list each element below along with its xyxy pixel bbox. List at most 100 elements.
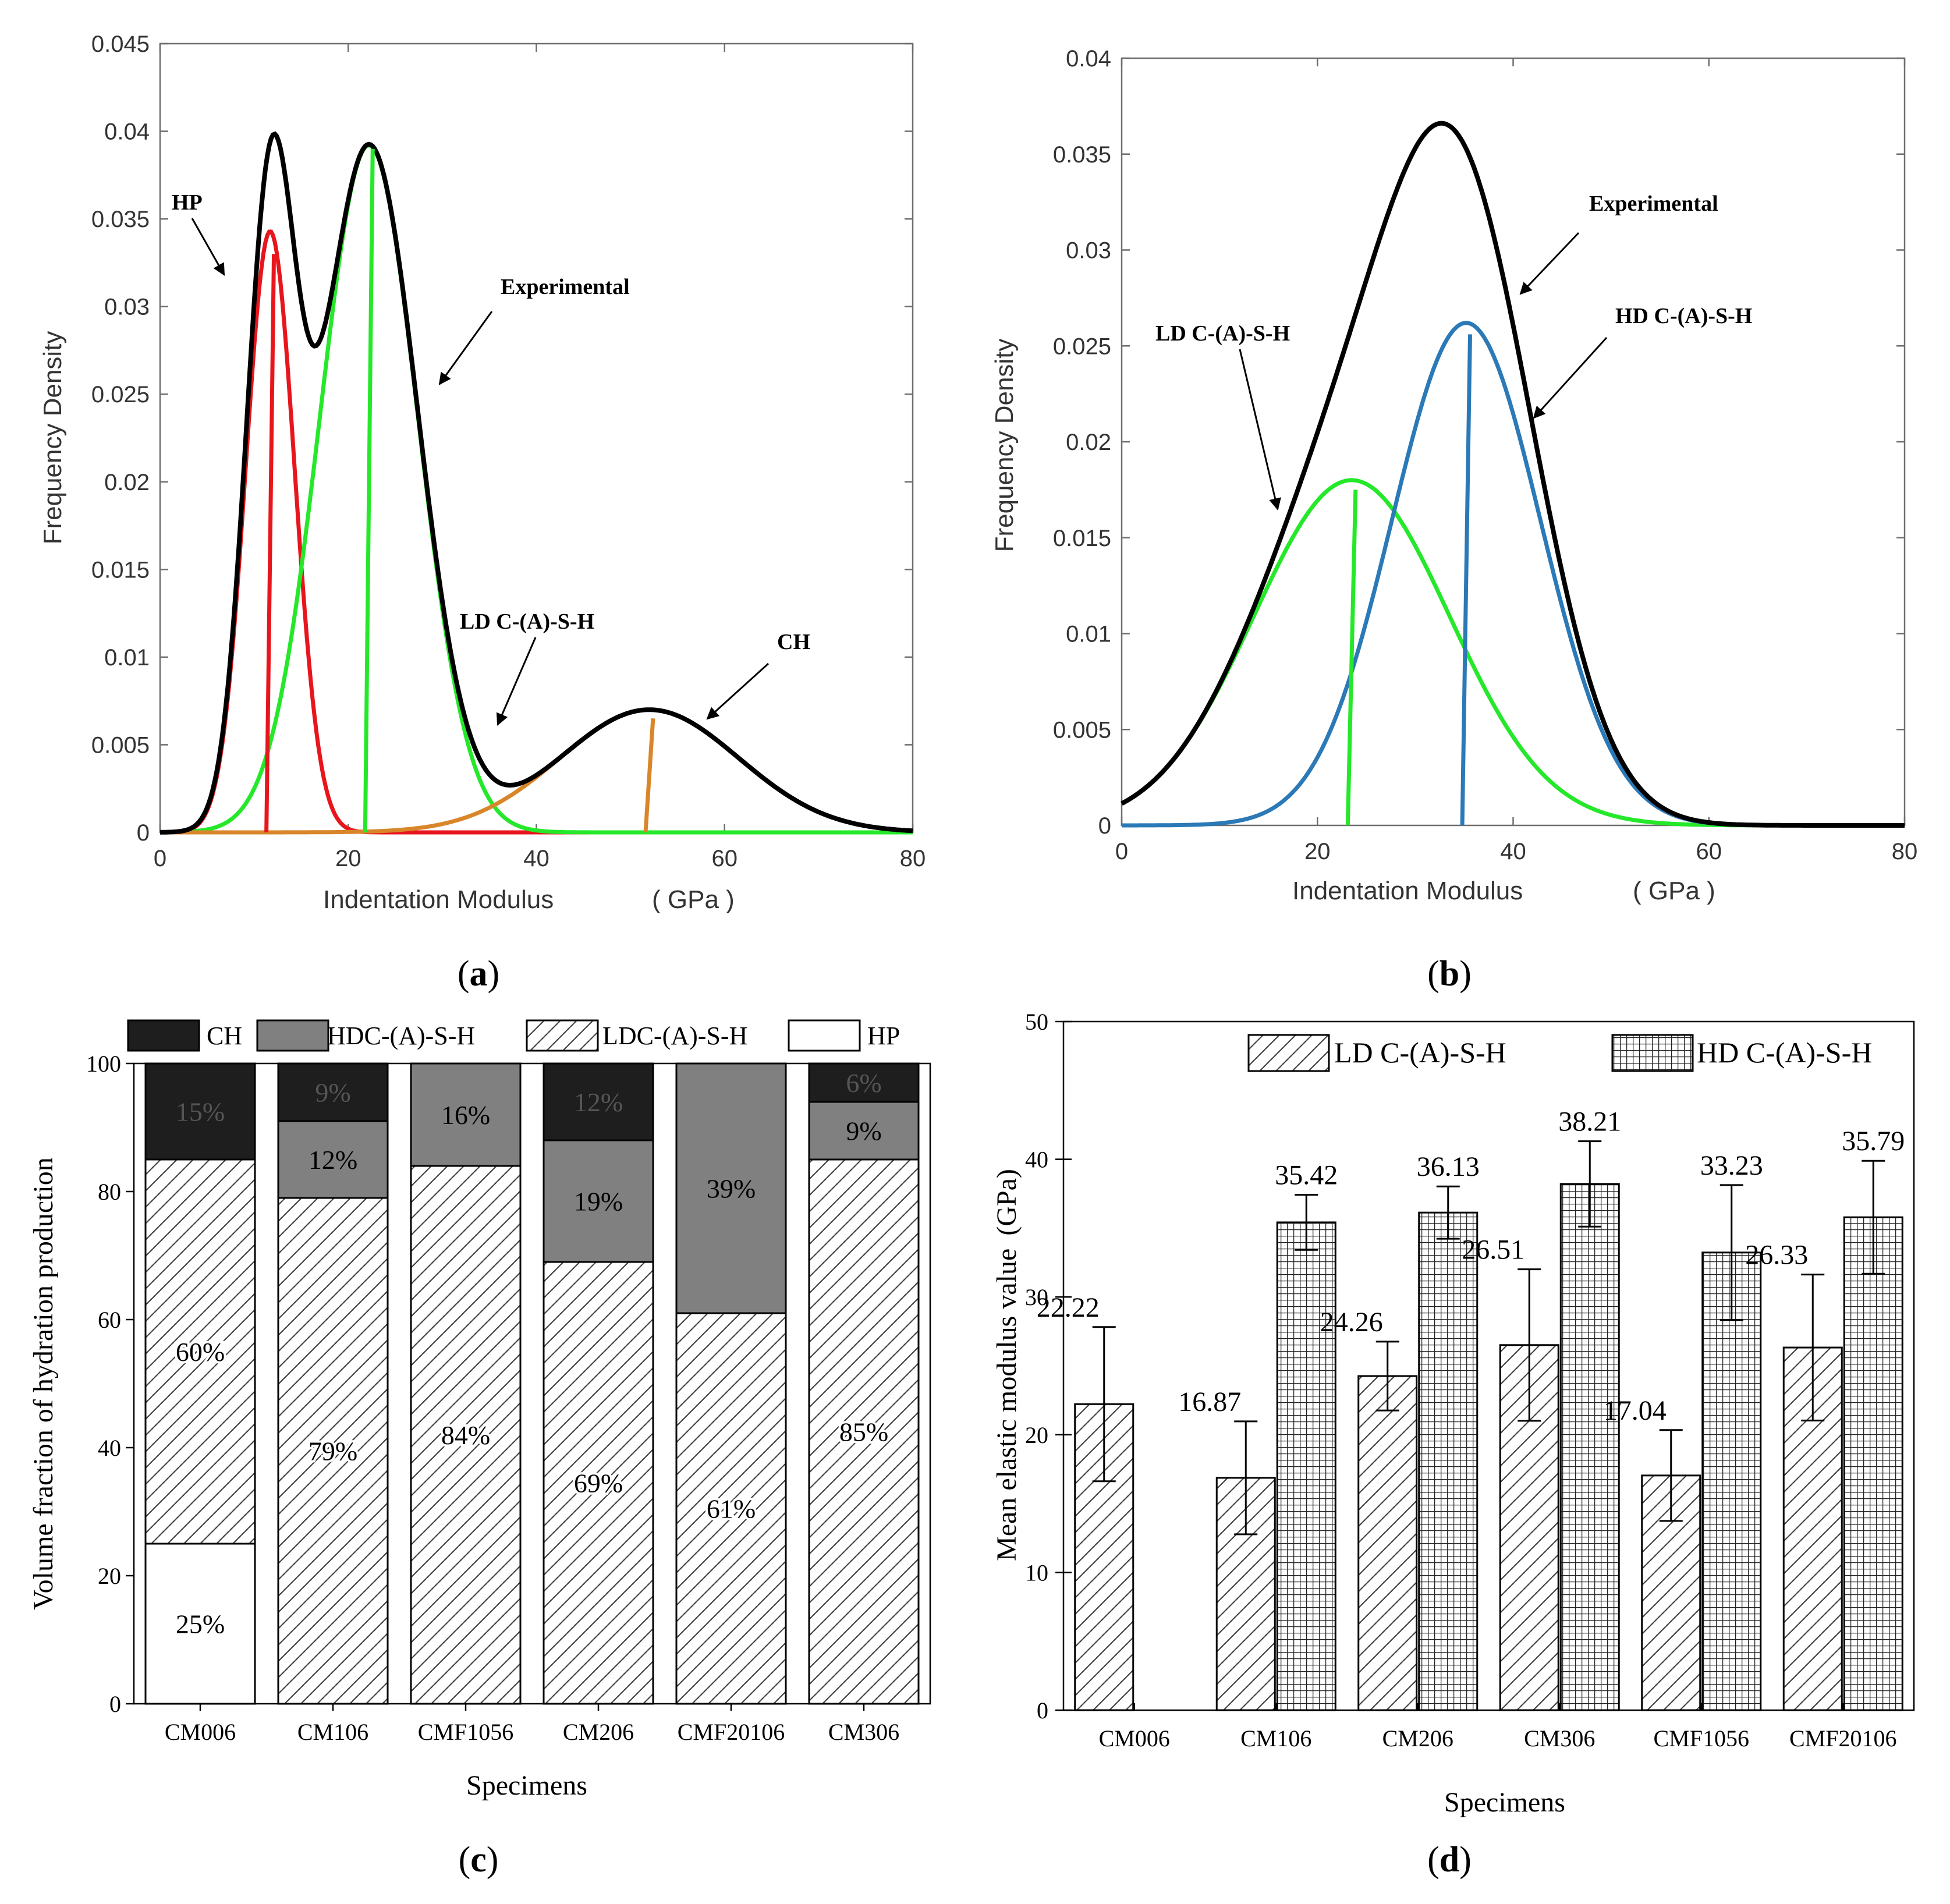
panel-b-caption: (b) [1427,954,1472,994]
y-tick-label: 0.025 [1053,334,1111,359]
annotation-ch-label: CH [777,630,810,654]
annotation-ld-label: LD C-(A)-S-H [460,609,594,634]
x-tick-label: CMF1056 [418,1719,514,1745]
annotation-b-hd-arrow [1533,336,1608,419]
y-tick-label: 80 [98,1179,121,1205]
panel-b-plot-frame [1121,57,1906,827]
bar-segment [808,1062,920,1103]
panel-c-x-axis-label: Specimens [466,1770,587,1801]
y-tick-label: 0 [1098,813,1111,839]
bar-value-label: 84% [441,1420,490,1450]
bar-value-label: 15% [176,1097,225,1127]
y-tick-label: 10 [1025,1559,1048,1586]
bar-value-label: 60% [176,1337,225,1367]
annotation-b-ld-arrow [1239,349,1281,511]
legend-swatch [1247,1034,1330,1072]
bar-segment [675,1312,787,1705]
bar-value-label: 36.13 [1417,1151,1480,1182]
y-tick-label: 0.04 [1066,46,1111,72]
legend-label: HP [867,1022,900,1050]
bar-segment [277,1197,389,1705]
peak-marker-ld [1345,490,1358,826]
x-tick-label: CMF20106 [678,1719,785,1745]
bar-segment [675,1062,787,1314]
x-tick-label: 80 [1892,839,1918,864]
y-tick-label: 40 [98,1435,121,1461]
peak-marker-hp [264,254,276,833]
panel-d-x-axis-label: Specimens [1444,1787,1565,1818]
y-tick-label: 0.045 [91,31,150,57]
y-tick-label: 0.025 [91,382,150,407]
bar-value-label: 9% [315,1078,350,1108]
legend-swatch [788,1019,861,1052]
y-tick-label: 40 [1025,1147,1048,1173]
y-tick-label: 0.035 [1053,142,1111,168]
y-tick-label: 0.015 [91,557,150,583]
peak-marker-ch [643,718,655,833]
bar [1701,1251,1762,1711]
legend-label: LDC-(A)-S-H [602,1022,747,1050]
annotation-experimental-label: Experimental [501,275,630,299]
y-tick-label: 30 [1025,1284,1048,1310]
panel-a-line-chart: 0 0.005 0.01 0.015 0.02 0.025 0.03 0.035 0.04 0.0… [38,31,926,994]
panel-b-line-chart: 0 0.005 0.01 0.015 0.02 0.025 0.03 0.035 0.04 0 20… [990,46,1917,994]
bar-value-label: 25% [176,1609,225,1639]
bar-value-label: 35.42 [1275,1160,1338,1191]
bar [1418,1211,1479,1711]
annotation-b-experimental-label: Experimental [1589,192,1718,216]
bar [1843,1216,1903,1711]
bar-value-label: 9% [846,1116,881,1146]
panel-d-legend: LD C-(A)-S-H HD C-(A)-S-H [1247,1034,1872,1072]
panel-a-caption: (a) [458,954,499,994]
panel-b-y-axis-label: Frequency Density [990,339,1019,552]
legend-swatch [526,1019,599,1052]
bar-segment [410,1062,522,1167]
bar-segment [808,1158,920,1705]
y-tick-label: 0.01 [104,645,150,671]
panel-d-caption: (d) [1427,1840,1472,1880]
panel-a-x-axis-unit: ( GPa ) [652,885,735,914]
peak-marker-hd [1460,334,1473,826]
y-tick-label: 20 [98,1563,121,1589]
y-tick-label: 0.005 [91,732,150,758]
x-tick-label: 40 [1500,839,1526,864]
panel-d-grouped-bar-chart: 0 10 20 30 40 50 CM006 CM106 CM206 CM306 CMF1056 CM… [991,1009,1915,1880]
x-tick-label: CM106 [1240,1725,1311,1751]
annotation-ld-arrow [496,637,537,726]
bar-value-label: 35.79 [1842,1126,1905,1157]
bar-value-label: 16% [441,1100,490,1130]
bar-segment [543,1261,654,1705]
y-tick-label: 0.035 [91,207,150,232]
y-tick-label: 0.01 [1066,622,1111,647]
panel-c-legend: CH HDC-(A)-S-H LDC-(A)-S-H HP [127,1019,900,1052]
bar-value-label: 26.51 [1462,1235,1524,1265]
annotation-experimental-arrow [438,311,493,385]
y-tick-label: 0 [1037,1697,1048,1724]
panel-c-plot-frame [133,1062,931,1705]
bar-segment [808,1101,920,1161]
bar-value-label: 17.04 [1604,1395,1667,1426]
bar-segment [543,1062,654,1141]
panel-b-x-axis-label: Indentation Modulus [1292,877,1523,905]
x-tick-label: 20 [1304,839,1331,864]
y-tick-label: 0.02 [1066,430,1111,455]
y-tick-label: 20 [1025,1422,1048,1448]
y-tick-label: 60 [98,1307,121,1333]
y-tick-label: 0.015 [1053,526,1111,551]
y-tick-label: 100 [86,1051,121,1077]
x-tick-label: CMF1056 [1654,1725,1750,1751]
x-tick-label: 60 [712,846,738,871]
annotation-hp-arrow [191,218,225,276]
curve-ld [159,143,913,835]
bar-value-label: 39% [707,1174,756,1204]
x-tick-label: CM006 [165,1719,236,1745]
bar-value-label: 22.22 [1037,1292,1100,1323]
bar-value-label: 24.26 [1320,1307,1383,1338]
bar-value-label: 33.23 [1700,1150,1763,1181]
annotation-ch-arrow [706,662,770,720]
annotation-b-hd-label: HD C-(A)-S-H [1615,304,1752,328]
bar-value-label: 85% [839,1417,888,1447]
panel-d-y-axis-label: Mean elastic modulus value(GPa) [991,1169,1022,1561]
y-tick-label: 0 [137,820,150,846]
